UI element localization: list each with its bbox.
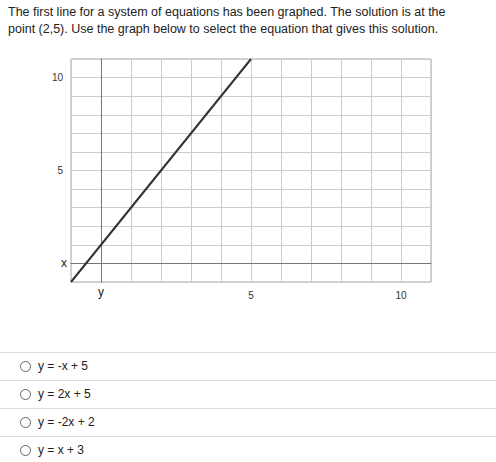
svg-text:5: 5 <box>57 165 63 176</box>
svg-text:10: 10 <box>52 72 64 83</box>
html-text:y = -x + 5: y = -x + 5 <box>38 359 88 373</box>
svg-text:10: 10 <box>395 290 407 301</box>
html-text:point (2,5). Use the graph bel: point (2,5). Use the graph below to sele… <box>8 22 439 36</box>
svg-text:5: 5 <box>248 290 254 301</box>
html-text:y = x + 3: y = x + 3 <box>38 443 84 457</box>
svg-text:x: x <box>61 256 67 270</box>
html-text:y = -2x + 2: y = -2x + 2 <box>38 415 95 429</box>
html-text:y = 2x + 5: y = 2x + 5 <box>38 387 91 401</box>
svg-text:y: y <box>98 285 104 299</box>
html-text:The first line for a system of: The first line for a system of equations… <box>8 5 446 19</box>
